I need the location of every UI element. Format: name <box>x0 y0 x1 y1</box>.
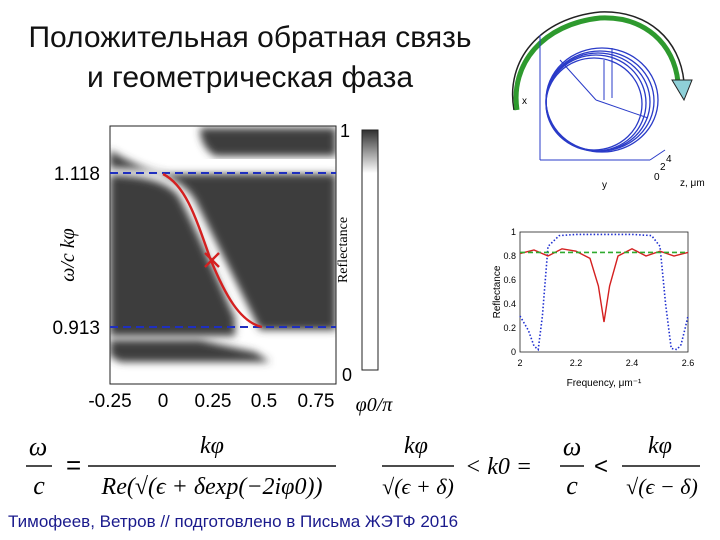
line-x-tick: 2.4 <box>626 358 639 368</box>
title-line-1: Положительная обратная связь <box>28 21 472 54</box>
colorbar <box>361 129 379 371</box>
rotation-arrow <box>511 11 685 111</box>
heatmap-bands <box>110 128 336 362</box>
line-series-dotted <box>519 233 689 352</box>
line-y-tick: 1 <box>511 227 516 237</box>
eq1-lhs-den: c <box>33 471 45 500</box>
eq1-rhs-num: kφ <box>200 433 224 459</box>
formula-2: kφ √(ϵ + δ) < k0 = ω c < kφ √(ϵ − δ) <box>382 432 700 500</box>
rotation-arrow-band <box>513 15 681 111</box>
formula-1: ω c = kφ Re(√(ϵ + δexp(−2iφ0)) <box>26 432 336 500</box>
footer-citation: Тимофеев, Ветров // подготовлено в Письм… <box>8 512 459 531</box>
line-x-label: Frequency, μm⁻¹ <box>567 378 642 389</box>
heatmap-dark-left <box>110 175 235 336</box>
x-tick-1: -0.25 <box>88 391 131 412</box>
rotation-arrowhead <box>671 79 693 102</box>
x-tick-4: 0.5 <box>251 391 277 412</box>
axis-y-label: y <box>602 180 607 191</box>
colorbar-max-label: 1 <box>340 121 350 141</box>
eq2-b-num: ω <box>563 432 581 461</box>
x-tick-2: 0 <box>158 391 169 412</box>
slide-title: Положительная обратная связь и геометрич… <box>10 18 490 98</box>
y-tick-upper: 1.118 <box>54 164 100 185</box>
line-y-tick: 0 <box>511 347 516 357</box>
eq1-lhs-num: ω <box>29 432 47 461</box>
y-axis-label: ω/c kφ <box>57 228 79 282</box>
reflectance-chart: 2 2.2 2.4 2.6 0 0.2 0.4 0.6 0.8 1 Reflectance Fre… <box>492 227 694 389</box>
eq2-b-den: c <box>566 471 578 500</box>
line-y-tick: 0.8 <box>503 251 516 261</box>
ring-figure: x y z, μm 0 2 4 <box>511 11 705 191</box>
line-series <box>519 233 689 352</box>
line-y-tick: 0.2 <box>503 323 516 333</box>
title-line-2: и геометрическая фаза <box>86 61 414 94</box>
x-tick-3: 0.25 <box>195 391 232 412</box>
line-ticks: 2 2.2 2.4 2.6 0 0.2 0.4 0.6 0.8 1 <box>503 227 694 368</box>
y-tick-lower: 0.913 <box>52 318 100 339</box>
eq2-c-den: √(ϵ − δ) <box>626 474 698 499</box>
axis-z-label: z, μm <box>680 178 705 189</box>
colorbar-min-label: 0 <box>342 365 352 385</box>
svg-text:=: = <box>66 450 81 480</box>
svg-text:<: < <box>594 453 608 480</box>
z-tick-0: 0 <box>654 172 660 183</box>
line-plot-area <box>519 231 689 353</box>
x-marker <box>204 252 220 268</box>
eq2-a-den: √(ϵ + δ) <box>382 474 454 499</box>
line-y-tick: 0.6 <box>503 275 516 285</box>
eq2-a-num: kφ <box>404 433 428 459</box>
line-series-solid <box>519 248 689 323</box>
line-x-tick: 2.6 <box>682 358 695 368</box>
eq2-c-num: kφ <box>648 433 672 459</box>
x-tick-5: 0.75 <box>298 391 335 412</box>
heatmap-dark-top <box>200 128 336 156</box>
heatmap-dark-band <box>110 150 336 362</box>
z-tick-2: 2 <box>660 162 666 173</box>
line-x-tick: 2 <box>517 358 522 368</box>
colorbar-label: Reflectance <box>336 217 351 283</box>
ring-coils <box>545 47 659 153</box>
z-tick-4: 4 <box>666 154 672 165</box>
line-y-label: Reflectance <box>492 265 503 318</box>
line-y-tick: 0.4 <box>503 299 516 309</box>
axis-x-label: x <box>522 96 527 107</box>
line-x-tick: 2.2 <box>570 358 583 368</box>
eq2-mid: < k0 = <box>465 454 532 480</box>
x-axis-label: φ0/π <box>356 394 394 416</box>
eq1-rhs-den: Re(√(ϵ + δexp(−2iφ0)) <box>101 474 323 500</box>
